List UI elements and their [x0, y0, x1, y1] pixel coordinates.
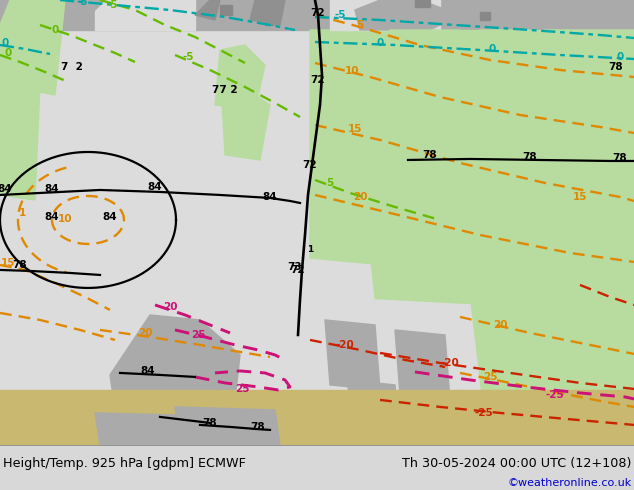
Text: 10: 10 — [345, 66, 359, 76]
Text: 25: 25 — [191, 330, 205, 340]
Polygon shape — [265, 17, 273, 25]
Text: 78: 78 — [423, 150, 437, 160]
Polygon shape — [195, 0, 220, 20]
Polygon shape — [175, 407, 280, 445]
Text: 78: 78 — [522, 152, 537, 162]
Polygon shape — [110, 315, 240, 445]
Polygon shape — [220, 5, 232, 15]
Polygon shape — [355, 0, 460, 30]
Polygon shape — [0, 390, 634, 445]
Polygon shape — [0, 0, 634, 445]
Polygon shape — [348, 380, 400, 437]
Polygon shape — [380, 30, 460, 365]
Text: 77 2: 77 2 — [212, 85, 238, 95]
Polygon shape — [355, 30, 445, 215]
Text: 84: 84 — [103, 212, 117, 222]
Polygon shape — [0, 0, 310, 445]
Text: -25: -25 — [475, 408, 493, 418]
Polygon shape — [415, 125, 560, 265]
Text: 0: 0 — [616, 52, 624, 62]
Polygon shape — [375, 300, 480, 390]
Text: Height/Temp. 925 hPa [gdpm] ECMWF: Height/Temp. 925 hPa [gdpm] ECMWF — [3, 457, 245, 470]
Polygon shape — [600, 30, 634, 60]
Polygon shape — [415, 30, 530, 135]
Text: 72: 72 — [290, 265, 306, 275]
Text: 84: 84 — [262, 192, 277, 202]
Text: -5: -5 — [107, 0, 118, 10]
Text: 84: 84 — [148, 182, 162, 192]
Polygon shape — [330, 0, 440, 30]
Text: 5: 5 — [356, 20, 364, 30]
Text: 15: 15 — [1, 258, 15, 268]
Text: 78: 78 — [609, 62, 623, 72]
Polygon shape — [480, 12, 490, 20]
Text: -5: -5 — [334, 10, 346, 20]
Text: 0: 0 — [488, 44, 496, 54]
Polygon shape — [520, 30, 600, 65]
Text: 25: 25 — [482, 372, 497, 382]
Text: 15: 15 — [573, 192, 587, 202]
Polygon shape — [215, 45, 265, 110]
Text: -5: -5 — [76, 0, 87, 7]
Polygon shape — [35, 0, 105, 15]
Text: 72: 72 — [311, 8, 325, 18]
Text: -20: -20 — [441, 358, 460, 368]
Text: 20: 20 — [353, 192, 367, 202]
Text: 15: 15 — [348, 124, 362, 134]
Text: 5: 5 — [327, 178, 333, 188]
Polygon shape — [395, 330, 450, 400]
Text: 73: 73 — [288, 262, 302, 272]
Text: -25: -25 — [546, 390, 564, 400]
Text: 25: 25 — [235, 384, 249, 394]
Text: 84: 84 — [44, 184, 60, 194]
Text: 0: 0 — [377, 38, 384, 48]
Polygon shape — [250, 0, 285, 25]
Polygon shape — [260, 255, 380, 355]
Text: 78: 78 — [203, 418, 217, 428]
Text: 84: 84 — [0, 184, 12, 194]
Text: 0: 0 — [1, 38, 9, 48]
Text: 84: 84 — [44, 212, 60, 222]
Text: 20: 20 — [493, 320, 507, 330]
Polygon shape — [325, 320, 380, 390]
Text: 1: 1 — [307, 245, 313, 254]
Text: 1: 1 — [18, 208, 25, 218]
Polygon shape — [0, 85, 40, 200]
Text: 0: 0 — [4, 48, 11, 58]
Polygon shape — [222, 90, 270, 160]
Polygon shape — [355, 185, 410, 305]
Polygon shape — [0, 0, 65, 95]
Text: 10: 10 — [58, 214, 72, 224]
Polygon shape — [95, 0, 195, 30]
Text: 72: 72 — [302, 160, 317, 170]
Polygon shape — [460, 30, 634, 445]
Text: 7  2: 7 2 — [61, 62, 83, 72]
Text: -5: -5 — [182, 52, 194, 62]
Polygon shape — [310, 30, 380, 325]
Text: 72: 72 — [311, 75, 325, 85]
Text: 78: 78 — [612, 153, 627, 163]
Text: 78: 78 — [250, 422, 265, 432]
Polygon shape — [415, 0, 430, 7]
Text: ©weatheronline.co.uk: ©weatheronline.co.uk — [507, 478, 631, 488]
Polygon shape — [0, 0, 634, 30]
Text: -20: -20 — [335, 340, 354, 350]
Text: 20: 20 — [138, 328, 152, 338]
Text: 20: 20 — [163, 302, 178, 312]
Polygon shape — [95, 413, 180, 445]
Text: 0: 0 — [51, 25, 58, 35]
Text: Th 30-05-2024 00:00 UTC (12+108): Th 30-05-2024 00:00 UTC (12+108) — [402, 457, 631, 470]
Text: 84: 84 — [141, 366, 155, 376]
Text: 78: 78 — [13, 260, 27, 270]
